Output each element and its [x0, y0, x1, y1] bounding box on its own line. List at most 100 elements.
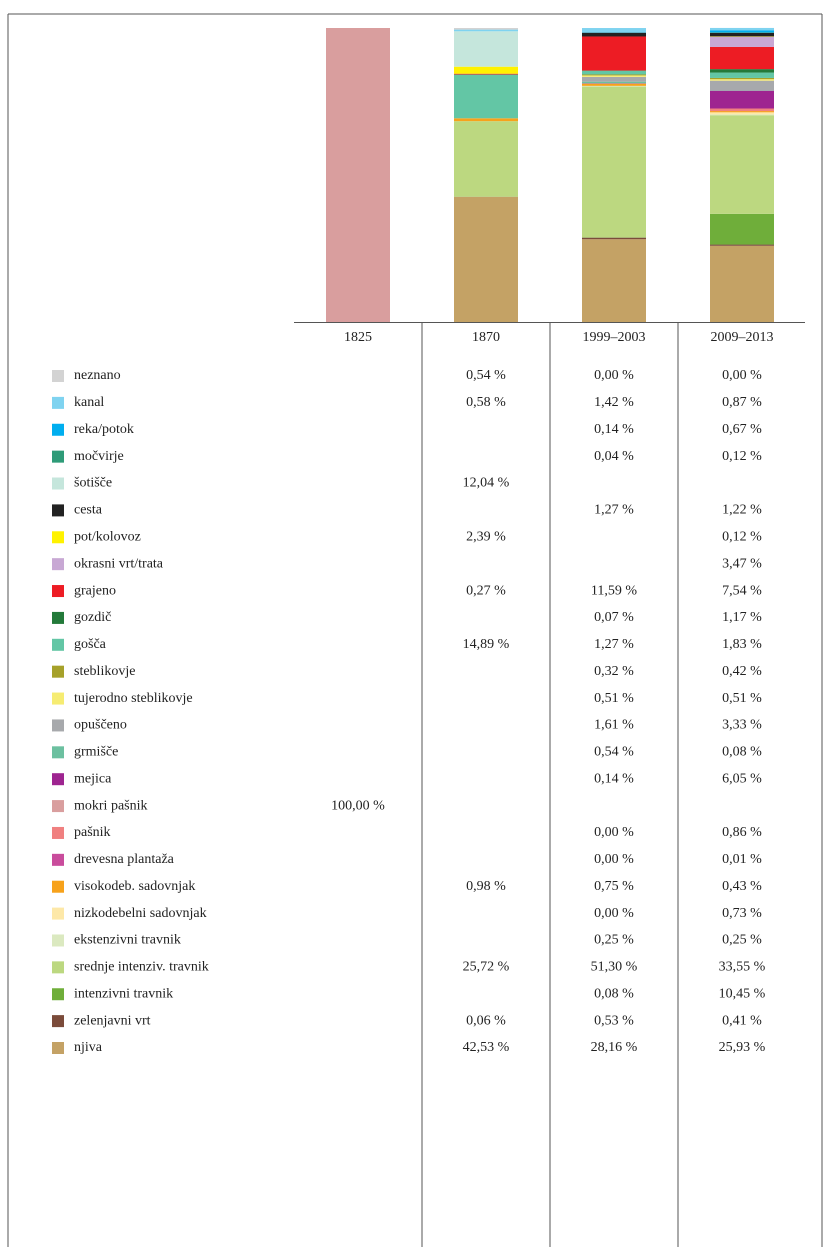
value-label: 0,12 % [722, 529, 762, 544]
bar-segment [710, 36, 774, 47]
bar-segment [454, 74, 518, 119]
bar-segment [454, 28, 518, 30]
bar-segment [582, 83, 646, 86]
value-label: 42,53 % [463, 1040, 510, 1055]
legend-swatch [52, 880, 64, 893]
legend-swatch [52, 450, 64, 463]
value-label: 3,33 % [722, 718, 762, 733]
bar-segment [710, 69, 774, 73]
value-label: 0,51 % [594, 691, 634, 706]
value-label: 0,25 % [594, 933, 634, 948]
legend-label: ekstenzivni travnik [74, 933, 181, 948]
value-label: 3,47 % [722, 556, 762, 571]
value-label: 0,08 % [594, 986, 634, 1001]
legend-swatch [52, 692, 64, 705]
value-label: 1,61 % [594, 718, 634, 733]
legend-label: grmišče [74, 745, 118, 760]
value-label: 2,39 % [466, 529, 506, 544]
value-label: 7,54 % [722, 583, 762, 598]
legend-label: mejica [74, 771, 112, 786]
legend-swatch [52, 585, 64, 598]
value-label: 0,54 % [594, 745, 634, 760]
bar-segment [454, 118, 518, 122]
legend-swatch [52, 665, 64, 678]
value-label: 1,22 % [722, 503, 762, 518]
value-label: 6,05 % [722, 771, 762, 786]
legend-swatch [52, 934, 64, 947]
column-header: 1870 [472, 330, 500, 345]
value-label: 0,12 % [722, 449, 762, 464]
bar-segment [582, 86, 646, 238]
value-label: 11,59 % [591, 583, 637, 598]
legend-swatch [52, 1042, 64, 1054]
value-label: 0,14 % [594, 422, 634, 437]
legend-label: gošča [74, 637, 107, 652]
bar-segment [454, 31, 518, 67]
bar-segment [454, 121, 518, 197]
bar-segment [582, 28, 646, 33]
value-label: 0,58 % [466, 395, 506, 410]
value-label: 0,86 % [722, 825, 762, 840]
legend-swatch [52, 504, 64, 517]
legend-label: okrasni vrt/trata [74, 556, 164, 571]
bar-segment [710, 245, 774, 322]
legend-label: nizkodebelni sadovnjak [74, 906, 207, 921]
legend-swatch [52, 907, 64, 920]
legend-swatch [52, 853, 64, 866]
legend-swatch [52, 1015, 64, 1028]
value-label: 0,27 % [466, 583, 506, 598]
bar-segment [454, 66, 518, 74]
bar-segment [710, 30, 774, 33]
legend-swatch [52, 611, 64, 624]
bar-segment [710, 111, 774, 113]
legend-swatch [52, 826, 64, 839]
value-label: 1,27 % [594, 637, 634, 652]
value-label: 0,32 % [594, 664, 634, 679]
legend-label: tujerodno steblikovje [74, 691, 193, 706]
value-label: 1,17 % [722, 610, 762, 625]
column-header: 2009–2013 [711, 330, 774, 345]
value-label: 0,00 % [594, 825, 634, 840]
bar-segment [454, 73, 518, 75]
legend-label: neznano [74, 368, 121, 383]
value-label: 14,89 % [463, 637, 510, 652]
value-label: 51,30 % [591, 960, 638, 975]
value-label: 0,00 % [594, 852, 634, 867]
bar-segment [582, 36, 646, 71]
legend-label: močvirje [74, 449, 124, 464]
value-label: 0,41 % [722, 1013, 762, 1028]
bar-segment [582, 32, 646, 37]
value-label: 25,93 % [719, 1040, 766, 1055]
bar-segment [710, 108, 774, 112]
value-label: 0,51 % [722, 691, 762, 706]
bar-segment [582, 81, 646, 84]
bar-segment [710, 77, 774, 80]
legend-label: zelenjavni vrt [74, 1013, 151, 1028]
legend-swatch [52, 746, 64, 759]
value-label: 0,53 % [594, 1013, 634, 1028]
legend-swatch [52, 558, 64, 571]
legend-label: reka/potok [74, 422, 134, 437]
value-label: 0,00 % [594, 906, 634, 921]
value-label: 0,67 % [722, 422, 762, 437]
legend-label: pašnik [74, 825, 111, 840]
legend-swatch [52, 638, 64, 651]
column-header: 1825 [344, 330, 372, 345]
value-label: 0,42 % [722, 664, 762, 679]
legend-swatch [52, 477, 64, 490]
bar-segment [326, 28, 390, 322]
bar-segment [710, 213, 774, 245]
bar-segment [710, 115, 774, 214]
value-label: 0,06 % [466, 1013, 506, 1028]
bar-segment [582, 85, 646, 87]
legend-swatch [52, 423, 64, 436]
legend-label: steblikovje [74, 664, 135, 679]
value-label: 0,14 % [594, 771, 634, 786]
legend-label: kanal [74, 395, 104, 410]
column-header: 1999–2003 [583, 330, 646, 345]
bar-segment [710, 79, 774, 81]
legend-swatch [52, 396, 64, 409]
value-label: 0,43 % [722, 879, 762, 894]
bar-segment [454, 196, 518, 322]
legend-swatch [52, 719, 64, 732]
